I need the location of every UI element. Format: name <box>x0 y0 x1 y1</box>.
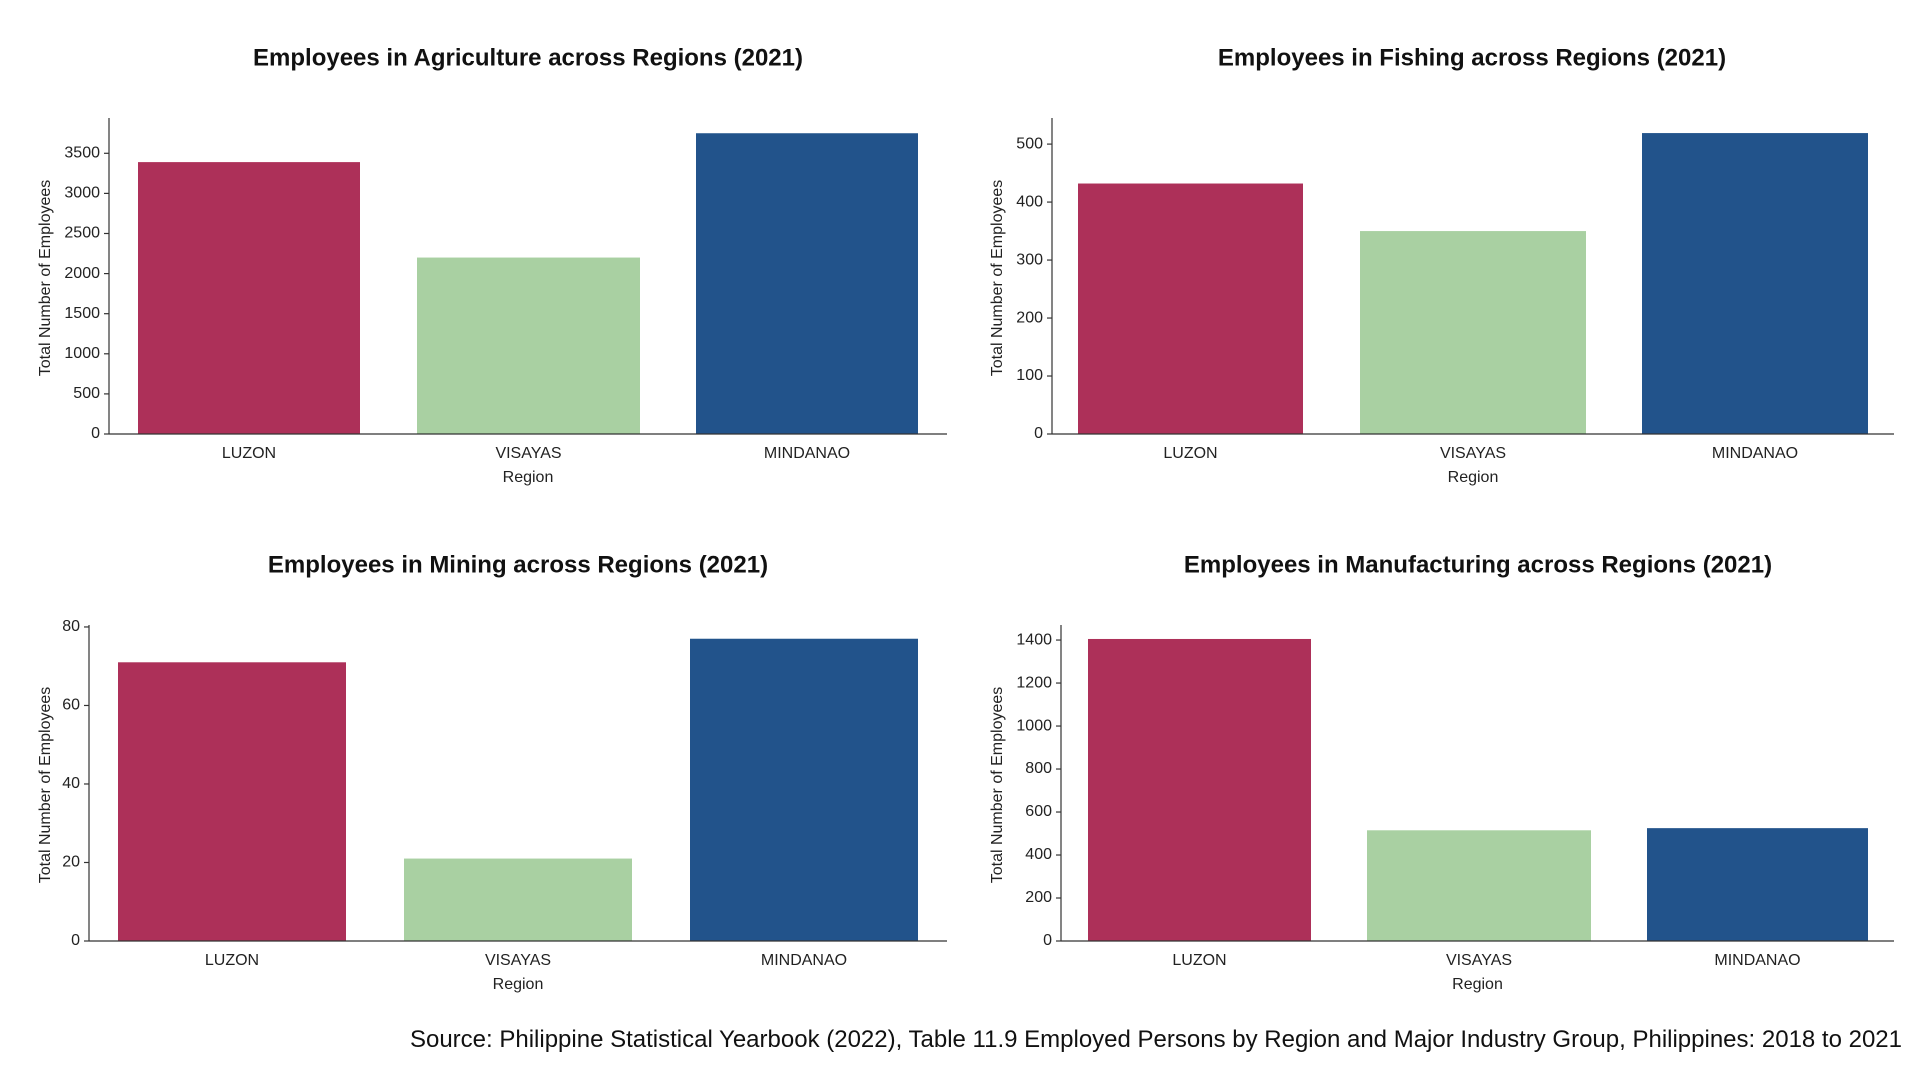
bar-luzon <box>1078 183 1303 434</box>
bar-visayas <box>404 858 632 941</box>
y-tick-label: 3500 <box>64 145 100 162</box>
bar-luzon <box>118 662 346 941</box>
chart-panel-1: Employees in Fishing across Regions (202… <box>989 44 1894 486</box>
y-tick-label: 200 <box>1025 889 1052 906</box>
x-tick-label: LUZON <box>1172 952 1226 969</box>
y-tick-label: 80 <box>62 618 80 635</box>
y-tick-label: 1000 <box>1016 717 1052 734</box>
y-tick-label: 3000 <box>64 185 100 202</box>
x-tick-label: LUZON <box>1163 445 1217 462</box>
y-tick-label: 100 <box>1016 367 1043 384</box>
y-tick-label: 800 <box>1025 760 1052 777</box>
bar-mindanao <box>696 133 918 434</box>
x-tick-label: MINDANAO <box>1714 952 1800 969</box>
x-tick-label: VISAYAS <box>485 952 551 969</box>
y-tick-label: 1500 <box>64 305 100 322</box>
y-tick-label: 60 <box>62 697 80 714</box>
y-tick-label: 1200 <box>1016 674 1052 691</box>
chart-title: Employees in Agriculture across Regions … <box>253 44 803 71</box>
x-tick-label: MINDANAO <box>764 445 850 462</box>
x-axis-label: Region <box>1448 469 1499 486</box>
bar-mindanao <box>1647 828 1868 941</box>
bar-mindanao <box>690 638 918 941</box>
y-axis-label: Total Number of Employees <box>989 180 1006 377</box>
x-tick-label: LUZON <box>222 445 276 462</box>
y-tick-label: 2500 <box>64 225 100 242</box>
y-tick-label: 0 <box>1034 425 1043 442</box>
bar-visayas <box>417 257 640 434</box>
x-axis-label: Region <box>1452 976 1503 993</box>
bar-visayas <box>1360 231 1586 434</box>
y-tick-label: 1000 <box>64 345 100 362</box>
source-note: Source: Philippine Statistical Yearbook … <box>409 1026 1902 1053</box>
chart-title: Employees in Mining across Regions (2021… <box>268 551 768 578</box>
x-axis-label: Region <box>503 469 554 486</box>
chart-title: Employees in Manufacturing across Region… <box>1184 551 1772 578</box>
y-tick-label: 300 <box>1016 251 1043 268</box>
bar-visayas <box>1367 830 1591 941</box>
chart-panel-3: Employees in Manufacturing across Region… <box>989 551 1894 993</box>
y-tick-label: 600 <box>1025 803 1052 820</box>
y-tick-label: 40 <box>62 775 80 792</box>
y-tick-label: 2000 <box>64 265 100 282</box>
x-tick-label: VISAYAS <box>1446 952 1512 969</box>
chart-panel-0: Employees in Agriculture across Regions … <box>37 44 947 486</box>
y-tick-label: 500 <box>1016 135 1043 152</box>
y-tick-label: 1400 <box>1016 631 1052 648</box>
chart-title: Employees in Fishing across Regions (202… <box>1218 44 1726 71</box>
x-tick-label: MINDANAO <box>1712 445 1798 462</box>
y-axis-label: Total Number of Employees <box>37 687 54 884</box>
y-tick-label: 0 <box>91 425 100 442</box>
chart-panel-2: Employees in Mining across Regions (2021… <box>37 551 947 993</box>
bar-luzon <box>138 162 360 434</box>
x-tick-label: VISAYAS <box>495 445 561 462</box>
x-tick-label: MINDANAO <box>761 952 847 969</box>
y-tick-label: 400 <box>1016 193 1043 210</box>
y-tick-label: 0 <box>1043 932 1052 949</box>
y-tick-label: 500 <box>73 385 100 402</box>
x-tick-label: VISAYAS <box>1440 445 1506 462</box>
y-axis-label: Total Number of Employees <box>37 180 54 377</box>
x-axis-label: Region <box>493 976 544 993</box>
y-tick-label: 0 <box>71 932 80 949</box>
bar-mindanao <box>1642 133 1868 434</box>
x-tick-label: LUZON <box>205 952 259 969</box>
y-axis-label: Total Number of Employees <box>989 687 1006 884</box>
bar-luzon <box>1088 638 1311 941</box>
y-tick-label: 400 <box>1025 846 1052 863</box>
y-tick-label: 200 <box>1016 309 1043 326</box>
y-tick-label: 20 <box>62 854 80 871</box>
